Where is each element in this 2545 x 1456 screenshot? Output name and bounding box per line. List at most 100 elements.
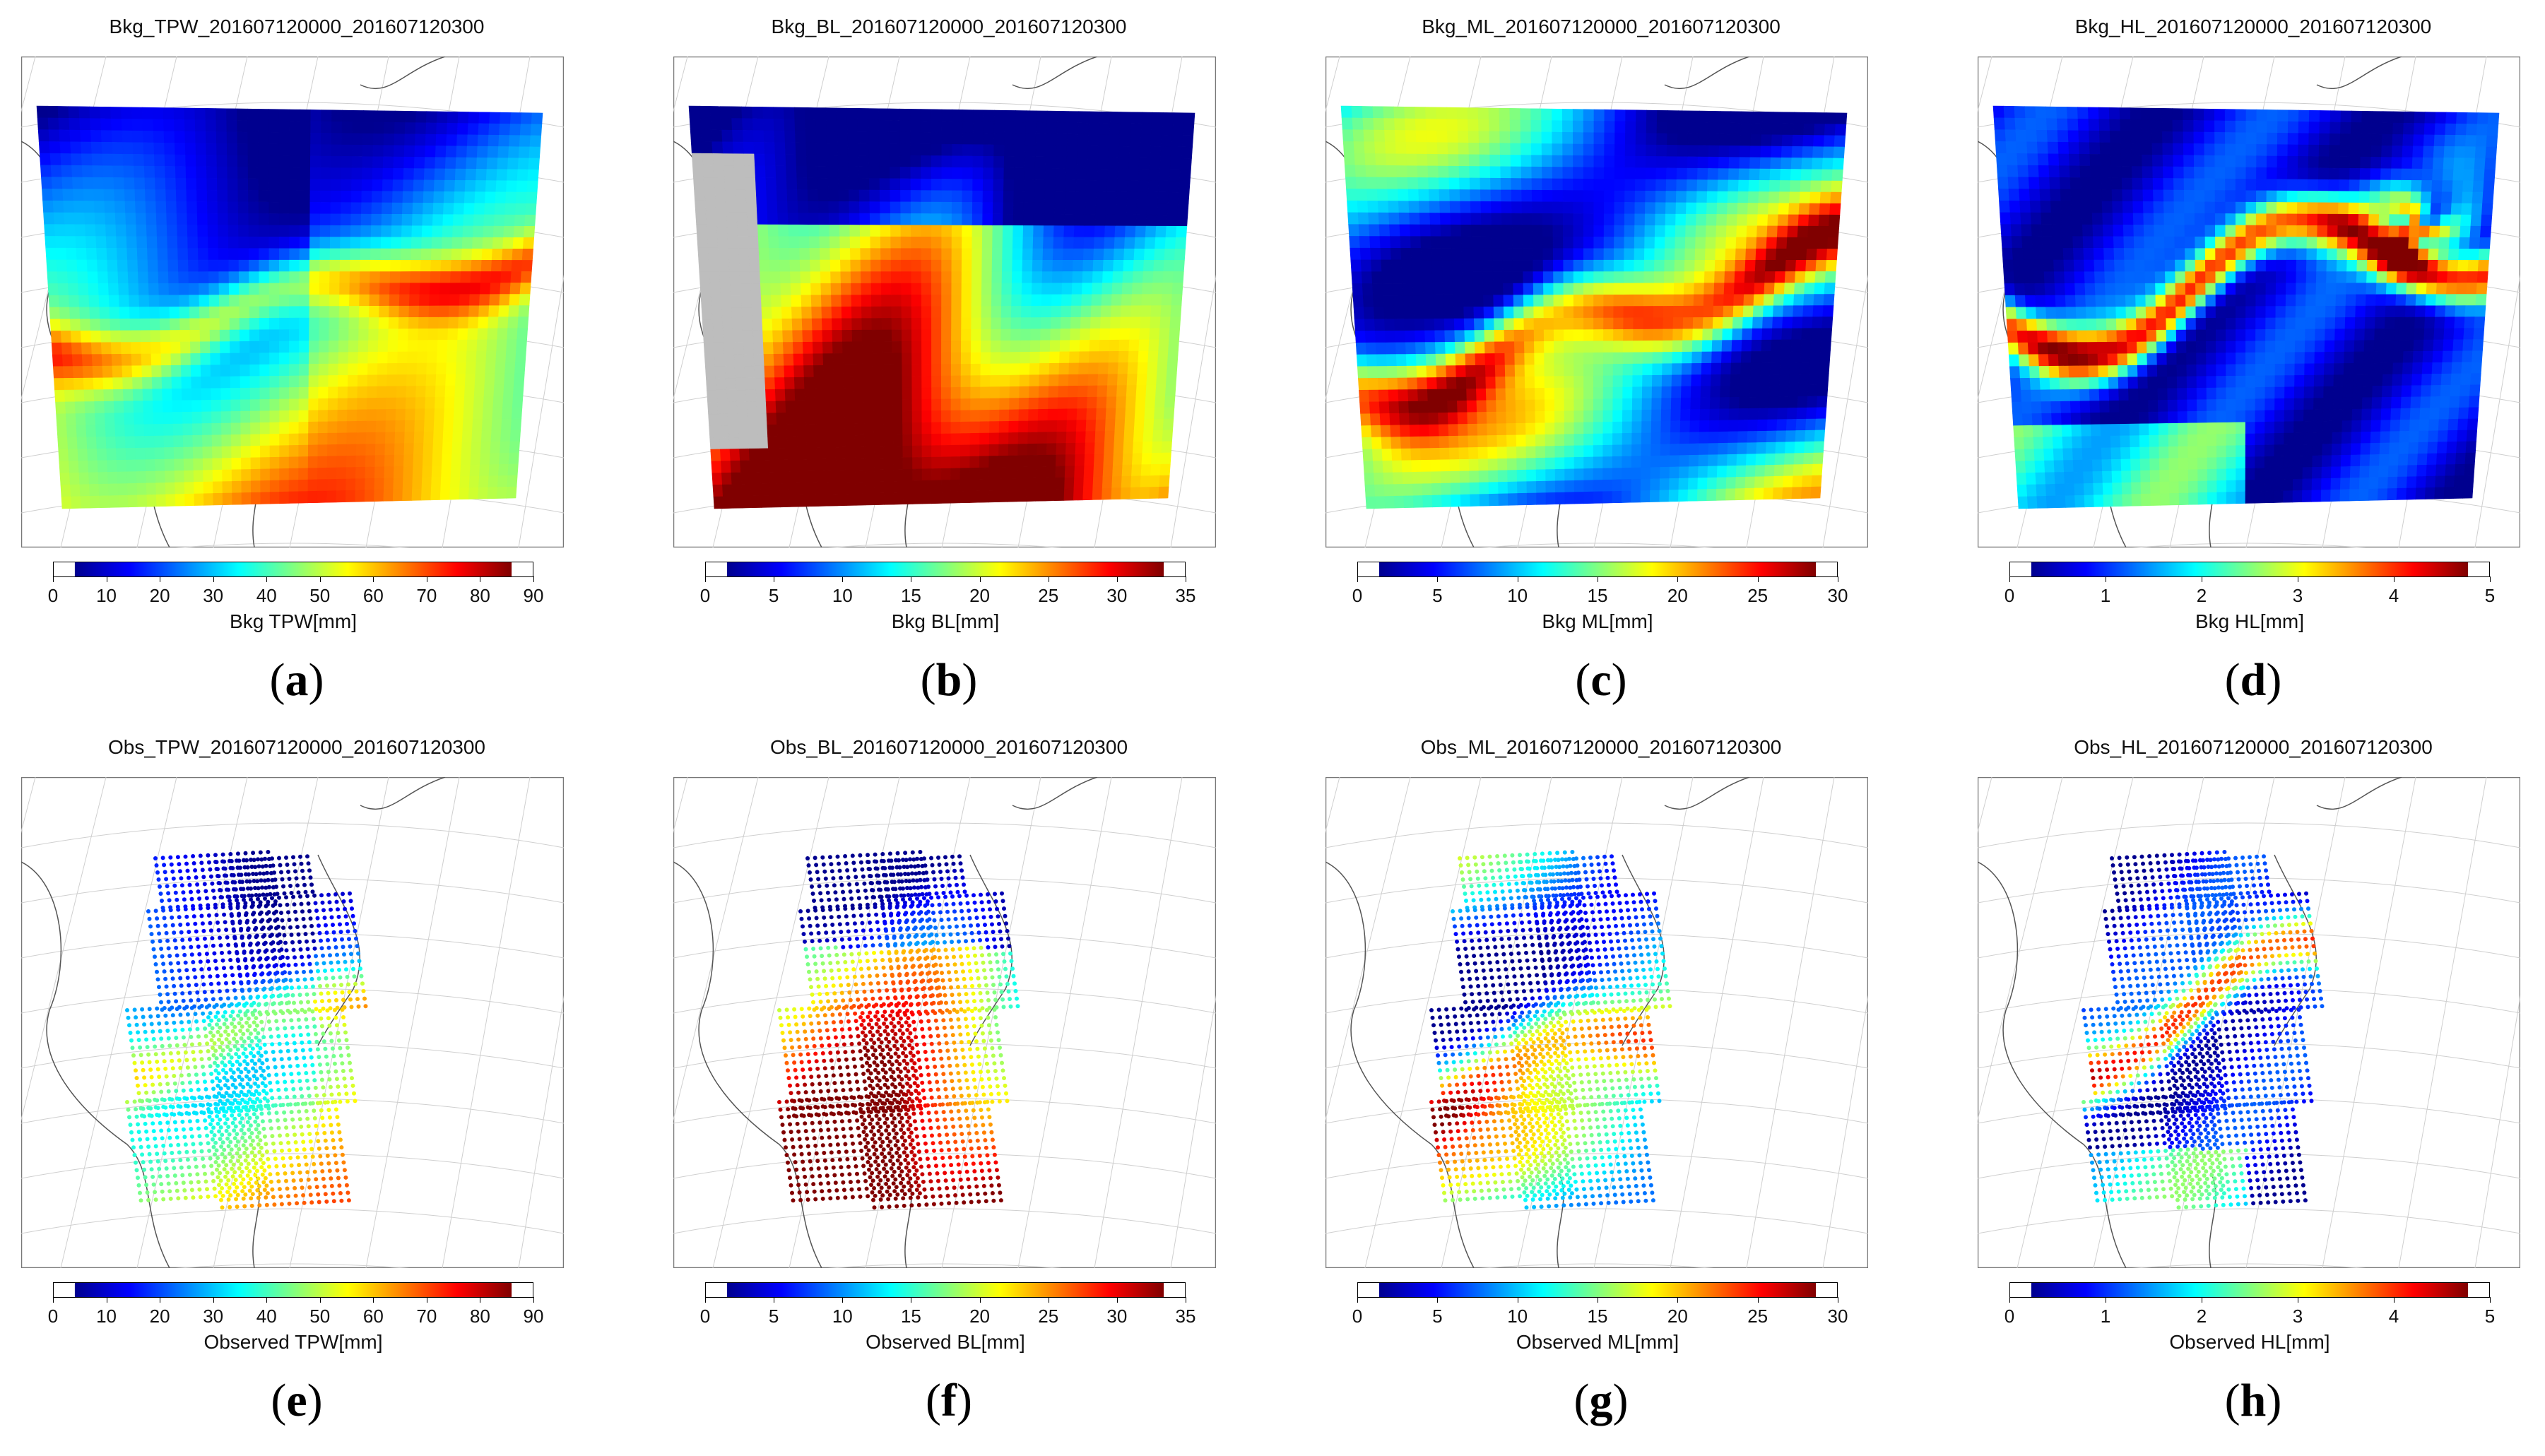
field-cell [1358, 378, 1369, 391]
field-cell [392, 179, 404, 192]
field-cell [100, 118, 112, 131]
field-cell [1341, 117, 1354, 131]
field-cell [1603, 329, 1614, 342]
field-cell [881, 329, 892, 342]
field-cell [1431, 248, 1443, 261]
field-cell [1138, 339, 1150, 352]
field-cell [309, 167, 321, 180]
field-cell [1477, 435, 1488, 448]
field-cell [1515, 399, 1526, 413]
field-cell [456, 350, 468, 363]
field-cell [68, 283, 79, 296]
field-cell [362, 122, 374, 134]
field-cell [835, 458, 846, 471]
field-cell [183, 458, 194, 471]
field-cell [1625, 121, 1636, 134]
field-cell [959, 479, 970, 492]
field-cell [1707, 179, 1718, 192]
field-cell [160, 330, 171, 343]
field-cell [1641, 444, 1652, 456]
field-cell [962, 225, 973, 237]
field-cell [1818, 214, 1830, 227]
field-cell [1030, 329, 1041, 341]
field-cell [1065, 191, 1076, 203]
field-cell [278, 155, 290, 168]
field-cell [713, 165, 725, 178]
field-cell [358, 329, 370, 341]
field-cell [279, 295, 290, 307]
field-cell [798, 494, 810, 507]
field-cell [749, 259, 760, 272]
field-cell [1804, 112, 1816, 124]
field-cell [1573, 295, 1584, 307]
field-cell [499, 294, 511, 306]
field-cell [441, 248, 452, 261]
field-cell [1084, 214, 1096, 227]
field-cell [1094, 225, 1106, 238]
field-cell [787, 447, 798, 461]
field-cell [1457, 412, 1468, 425]
field-cell [709, 283, 721, 296]
field-cell [1583, 375, 1594, 388]
field-cell [73, 212, 85, 225]
colorbar-gradient [726, 562, 1164, 576]
field-cell [456, 339, 468, 352]
field-cell [120, 342, 132, 355]
field-cell [941, 201, 952, 214]
field-cell [1563, 329, 1574, 342]
field-cell [812, 341, 824, 355]
field-cell [1452, 283, 1464, 296]
field-cell [984, 110, 995, 122]
field-cell [228, 283, 240, 295]
field-cell [1702, 329, 1713, 341]
field-cell [108, 495, 119, 508]
field-cell [105, 436, 117, 449]
field-cell [1756, 225, 1768, 238]
field-cell [921, 236, 932, 249]
field-cell [1737, 179, 1749, 192]
field-cell [931, 306, 942, 319]
field-cell [979, 444, 990, 457]
field-cell [1078, 362, 1090, 375]
field-cell [85, 413, 96, 426]
field-cell [857, 108, 869, 121]
field-cell [1164, 384, 1176, 397]
field-cell [797, 459, 808, 472]
field-cell [941, 190, 952, 203]
field-cell [731, 307, 743, 319]
field-cell [399, 271, 411, 284]
field-cell [1800, 350, 1811, 363]
field-cell [991, 283, 1003, 295]
field-cell [920, 109, 932, 122]
field-cell [1641, 467, 1651, 480]
field-cell [849, 225, 861, 237]
field-cell [268, 155, 280, 168]
field-cell [711, 461, 722, 474]
field-cell [107, 283, 119, 296]
field-cell [392, 168, 404, 180]
field-cell [1374, 330, 1386, 343]
field-cell [1458, 447, 1470, 460]
field-cell [1479, 494, 1490, 507]
field-cell [1791, 487, 1802, 499]
field-cell [695, 212, 707, 225]
field-cell [1643, 317, 1654, 330]
field-cell [98, 283, 110, 296]
field-cell [1441, 495, 1452, 507]
field-cell [892, 376, 903, 389]
field-cell [829, 225, 840, 237]
field-cell [509, 112, 522, 124]
field-cell [817, 166, 829, 179]
field-cell [1053, 214, 1065, 226]
field-cell [268, 190, 280, 203]
field-cell [59, 141, 71, 154]
field-cell [1740, 374, 1751, 386]
field-cell [350, 191, 362, 203]
field-cell [187, 225, 199, 237]
field-cell [358, 306, 370, 318]
field-cell [439, 294, 450, 307]
field-cell [764, 377, 776, 390]
field-cell [782, 330, 793, 343]
field-cell [780, 283, 791, 296]
field-cell [199, 295, 210, 307]
